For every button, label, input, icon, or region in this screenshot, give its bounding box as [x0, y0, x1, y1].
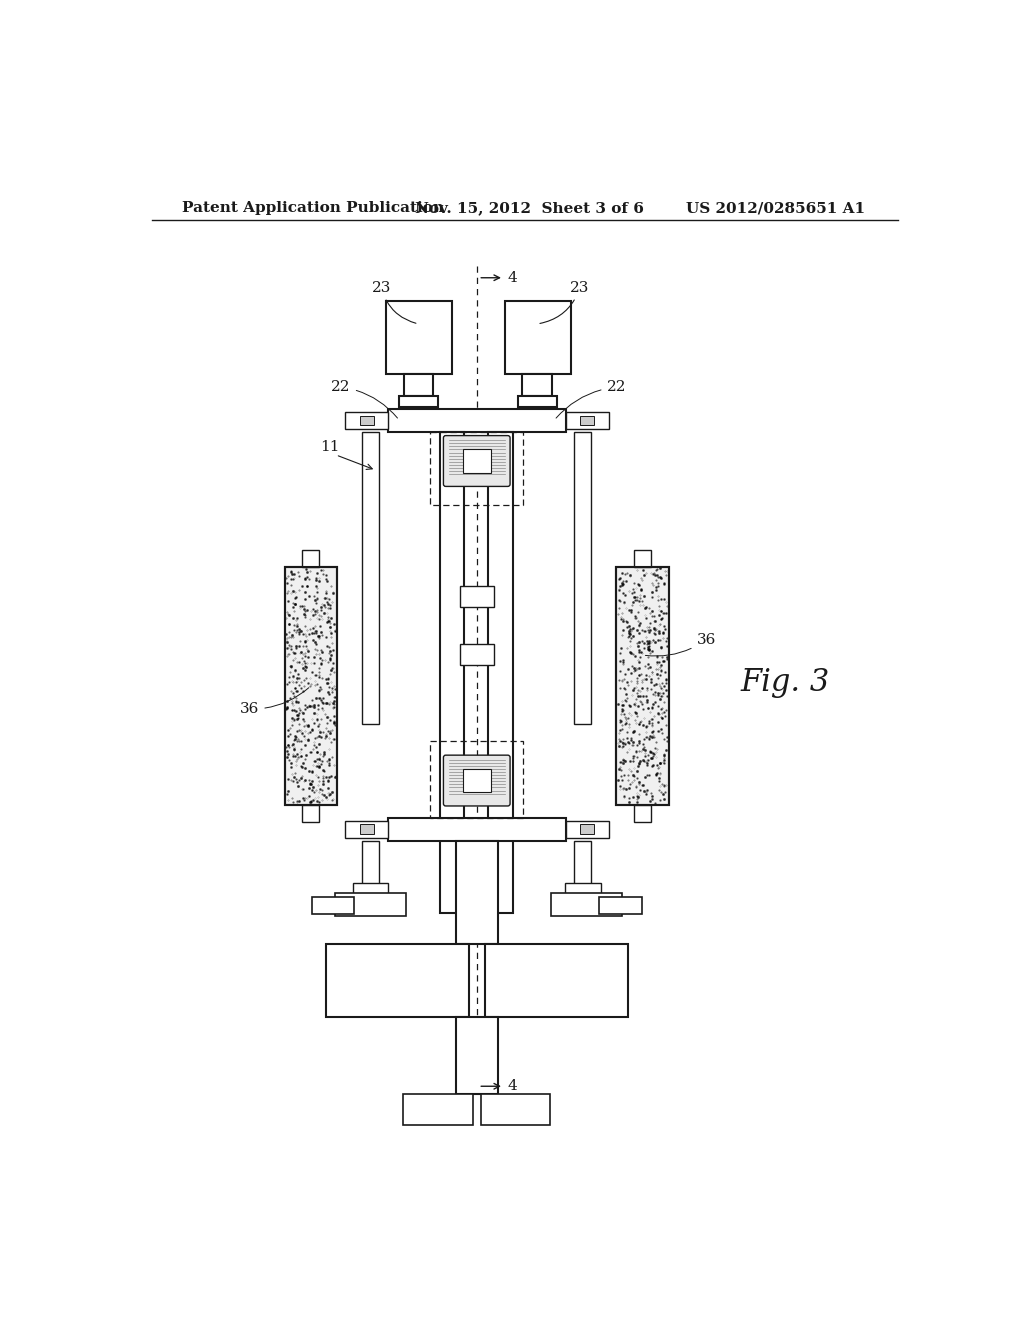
Bar — [362, 432, 379, 725]
Bar — [388, 409, 566, 432]
Bar — [403, 374, 433, 396]
Bar — [460, 644, 494, 665]
Text: 4: 4 — [508, 1080, 517, 1093]
Text: 22: 22 — [556, 380, 626, 418]
Text: US 2012/0285651 A1: US 2012/0285651 A1 — [686, 202, 865, 215]
Bar — [359, 416, 374, 425]
Bar — [463, 770, 490, 792]
Text: 36: 36 — [645, 632, 716, 656]
Bar — [399, 396, 438, 407]
Bar — [430, 432, 523, 504]
Bar — [386, 301, 452, 374]
Bar — [616, 566, 669, 805]
Bar — [634, 805, 651, 822]
Bar — [326, 944, 469, 1016]
Text: 4: 4 — [508, 271, 517, 285]
Text: 23: 23 — [540, 281, 590, 323]
Bar — [285, 566, 337, 805]
Text: 36: 36 — [240, 688, 309, 715]
Bar — [345, 821, 388, 838]
Bar — [599, 896, 642, 913]
Text: Nov. 15, 2012  Sheet 3 of 6: Nov. 15, 2012 Sheet 3 of 6 — [415, 202, 644, 215]
Bar — [456, 841, 499, 944]
Bar — [566, 821, 608, 838]
Bar — [359, 825, 374, 834]
Bar — [616, 566, 669, 805]
Bar — [285, 566, 337, 805]
Bar — [439, 432, 464, 913]
Bar — [634, 549, 651, 566]
Bar — [388, 817, 566, 841]
Text: 22: 22 — [332, 380, 397, 418]
Bar — [480, 1094, 550, 1125]
Bar — [580, 416, 594, 425]
Bar — [362, 841, 379, 887]
Text: Fig. 3: Fig. 3 — [740, 667, 829, 697]
Text: Patent Application Publication: Patent Application Publication — [182, 202, 444, 215]
Text: 11: 11 — [321, 440, 340, 454]
Bar — [522, 374, 552, 396]
Bar — [302, 805, 319, 822]
Bar — [574, 841, 592, 887]
Bar — [460, 586, 494, 607]
FancyBboxPatch shape — [443, 436, 510, 487]
Bar — [518, 396, 557, 407]
FancyBboxPatch shape — [443, 755, 510, 807]
Bar — [580, 825, 594, 834]
Bar — [484, 944, 628, 1016]
Bar — [345, 412, 388, 429]
Bar — [456, 1016, 499, 1094]
Text: 23: 23 — [372, 281, 416, 323]
Bar — [430, 741, 523, 817]
Bar — [565, 883, 601, 896]
Bar — [505, 301, 570, 374]
Bar — [352, 883, 388, 896]
Bar — [463, 449, 490, 473]
Bar — [566, 412, 608, 429]
Bar — [488, 432, 513, 913]
Bar — [574, 432, 592, 725]
Bar — [302, 549, 319, 566]
Bar — [403, 1094, 473, 1125]
Bar — [551, 892, 623, 916]
Bar — [311, 896, 354, 913]
Bar — [335, 892, 407, 916]
